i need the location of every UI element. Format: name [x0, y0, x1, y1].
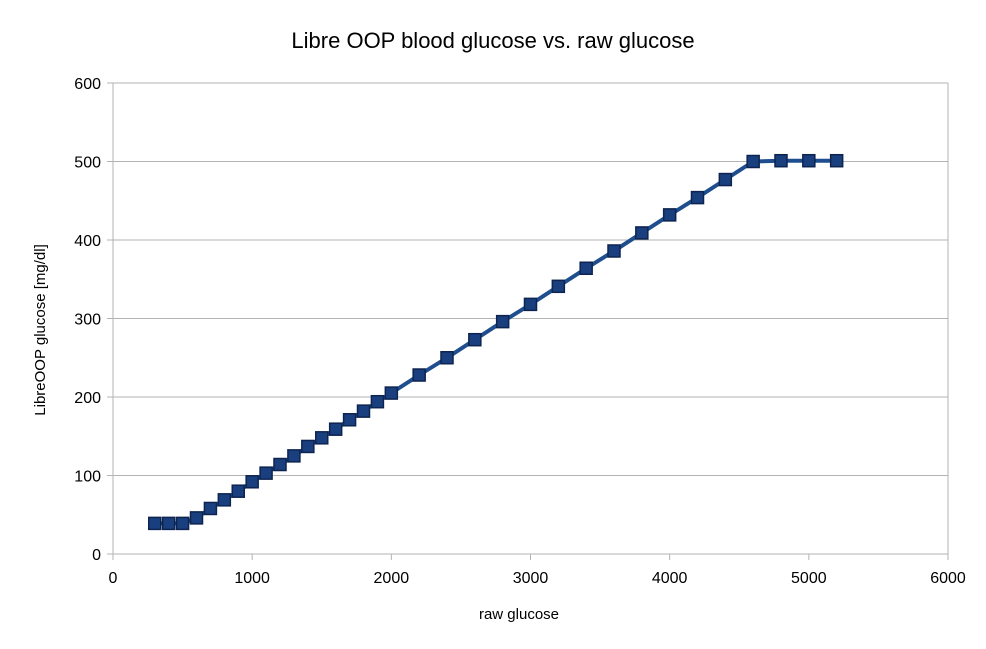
- data-point: [662, 208, 677, 222]
- data-point: [746, 154, 760, 169]
- data-point: [774, 153, 788, 168]
- data-point: [287, 449, 301, 463]
- data-point: [315, 431, 329, 445]
- data-point: [231, 484, 245, 498]
- data-point: [301, 439, 315, 454]
- y-tick-label: 500: [74, 155, 101, 172]
- data-point: [384, 386, 399, 400]
- data-point: [468, 332, 482, 347]
- y-tick-label: 100: [74, 469, 101, 486]
- data-point: [245, 475, 259, 489]
- series: [148, 153, 844, 531]
- data-point: [342, 413, 357, 427]
- y-tick-label: 0: [92, 547, 101, 564]
- data-point: [328, 422, 343, 436]
- chart-title: Libre OOP blood glucose vs. raw glucose: [291, 28, 694, 53]
- y-tick-label: 200: [74, 390, 101, 407]
- tick-labels: 0 1000 2000 3000 4000 5000 6000 0 100 200 300 400 50…: [74, 76, 966, 587]
- data-point: [690, 190, 705, 205]
- data-point: [273, 457, 287, 472]
- data-point: [523, 297, 538, 312]
- data-point: [217, 493, 232, 507]
- y-tick-label: 400: [74, 233, 101, 250]
- data-point: [829, 153, 844, 168]
- x-tick-label: 1000: [234, 570, 270, 587]
- y-tick-label: 300: [74, 312, 101, 329]
- x-tick-label: 6000: [930, 570, 966, 587]
- data-point: [440, 351, 454, 365]
- x-tick-label: 0: [109, 570, 118, 587]
- data-point: [802, 153, 816, 168]
- data-point: [370, 394, 385, 409]
- x-axis-label: raw glucose: [479, 606, 559, 623]
- data-point: [259, 466, 273, 480]
- x-tick-label: 5000: [791, 570, 827, 587]
- data-point: [607, 244, 621, 258]
- x-tick-label: 3000: [513, 570, 549, 587]
- grid: [113, 82, 948, 476]
- data-point: [175, 516, 190, 531]
- data-point: [356, 404, 371, 418]
- data-point: [635, 226, 649, 240]
- y-tick-label: 600: [74, 76, 101, 93]
- data-point: [551, 279, 566, 294]
- axes: [107, 82, 949, 560]
- data-point: [579, 261, 593, 276]
- data-point: [148, 516, 162, 531]
- x-tick-label: 4000: [652, 570, 688, 587]
- data-point: [718, 172, 733, 187]
- data-point: [412, 368, 426, 382]
- x-tick-label: 2000: [374, 570, 410, 587]
- y-axis-label: LibreOOP glucose [mg/dl]: [32, 244, 49, 415]
- data-point: [495, 314, 510, 329]
- series-line: [154, 158, 837, 526]
- data-point: [203, 501, 218, 516]
- data-point: [161, 516, 176, 531]
- data-point: [189, 511, 204, 525]
